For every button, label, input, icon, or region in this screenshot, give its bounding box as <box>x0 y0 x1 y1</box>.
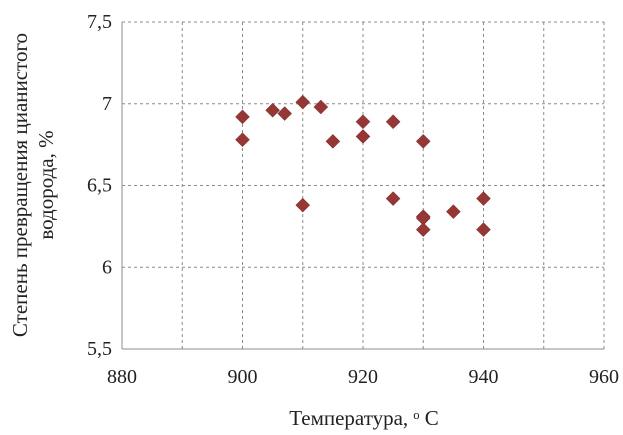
data-point <box>295 197 311 213</box>
x-tick-label: 920 <box>348 366 378 388</box>
x-axis-title: Температура, ᵒ С <box>289 406 439 430</box>
x-tick-label: 880 <box>107 366 137 388</box>
y-tick-label: 6,5 <box>87 175 112 197</box>
data-point <box>415 222 431 237</box>
data-point <box>235 109 250 125</box>
data-point <box>355 129 371 144</box>
data-point <box>446 204 461 220</box>
y-axis-title-line2: водорода, % <box>34 130 58 239</box>
data-point <box>415 134 431 149</box>
data-point <box>476 222 491 237</box>
data-point <box>295 94 311 110</box>
y-axis-title-line1: Степень превращения цианистого <box>8 33 32 337</box>
data-point <box>265 102 280 118</box>
data-point <box>385 114 401 130</box>
data-point <box>277 106 293 121</box>
data-point <box>325 134 341 149</box>
y-tick-label: 7 <box>102 93 112 115</box>
data-point <box>385 191 401 206</box>
grid <box>122 21 605 349</box>
axes <box>121 22 604 350</box>
x-tick-labels: 880 900 920 940 960 <box>107 366 619 388</box>
x-tick-label: 900 <box>228 366 258 388</box>
y-tick-label: 7,5 <box>87 11 112 33</box>
y-tick-label: 5,5 <box>87 338 112 360</box>
data-point <box>313 99 329 115</box>
x-tick-label: 940 <box>469 366 499 388</box>
data-point <box>235 132 250 148</box>
y-tick-labels: 5,5 6 6,5 7 7,5 <box>87 11 112 360</box>
data-point <box>355 114 371 130</box>
x-tick-label: 960 <box>589 366 619 388</box>
data-points <box>235 94 491 237</box>
data-point <box>476 191 491 206</box>
y-tick-label: 6 <box>102 256 112 278</box>
